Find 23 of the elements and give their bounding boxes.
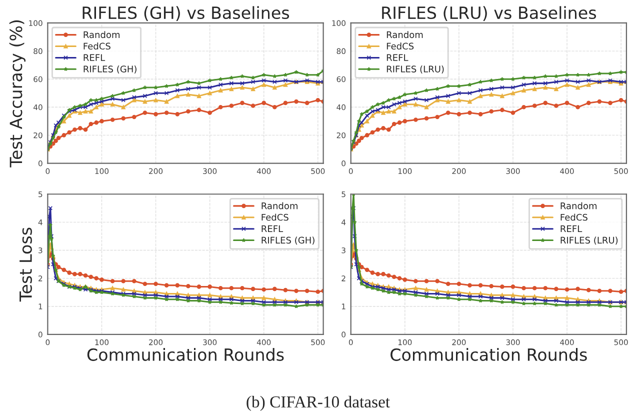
legend-label: REFL (262, 225, 284, 232)
legend-label: REFL (84, 54, 106, 61)
legend-label: RIFLES (GH) (84, 65, 136, 74)
legend-label: REFL (386, 54, 408, 61)
legend-label: FedCS (262, 214, 288, 221)
legend-label: FedCS (560, 214, 588, 221)
x-axis-title: Communication Rounds (87, 348, 284, 361)
legend-label: Random (560, 202, 597, 210)
chart-title: RIFLES (GH) vs Baselines (82, 6, 290, 22)
chart-title: RIFLES (LRU) vs Baselines (382, 6, 596, 22)
legend-label: REFL (560, 225, 582, 232)
legend-label: Random (84, 31, 120, 38)
legend-label: Random (386, 31, 423, 38)
legend-label: FedCS (84, 42, 110, 50)
legend-label: RIFLES (LRU) (560, 236, 618, 245)
text: (b) CIFAR-10 dataset (246, 396, 390, 411)
legend-label: Random (262, 202, 298, 210)
y-axis-title: Test Loss (20, 228, 32, 302)
x-axis-title: Communication Rounds (390, 348, 587, 361)
y-axis-title: Test Accuracy (%) (9, 20, 26, 168)
legend-label: FedCS (386, 42, 414, 50)
legend-label: RIFLES (LRU) (386, 65, 444, 74)
legend-label: RIFLES (GH) (262, 236, 314, 245)
